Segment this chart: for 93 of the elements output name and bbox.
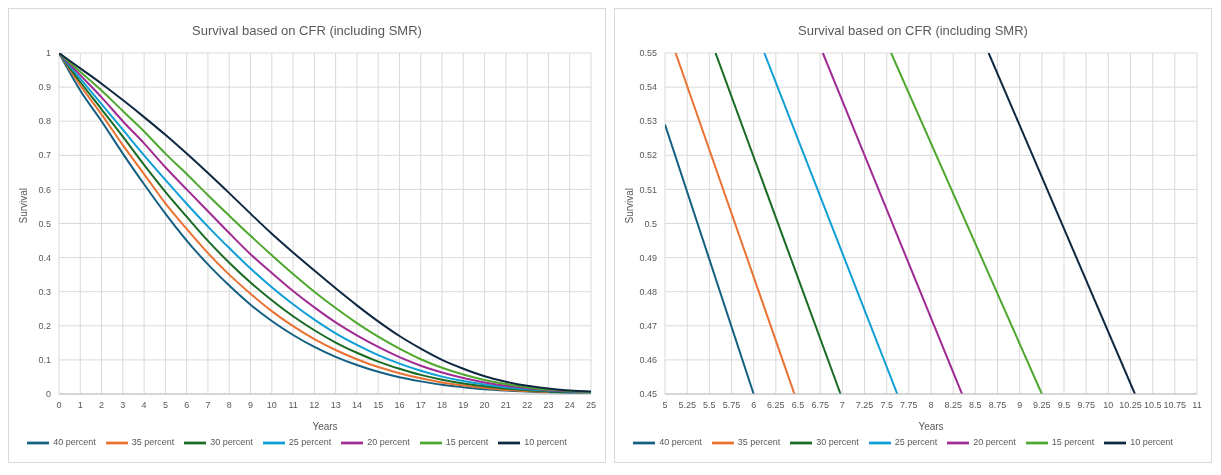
y-tick-label: 0.7 <box>38 150 51 161</box>
x-tick-label: 10.75 <box>1163 400 1187 411</box>
x-tick-label: 10 <box>266 400 277 411</box>
x-tick-label: 25 <box>585 400 597 411</box>
chart-title: Survival based on CFR (including SMR) <box>191 23 423 38</box>
y-tick-label: 0 <box>45 389 51 400</box>
y-tick-label: 0.8 <box>38 116 51 127</box>
x-tick-label: 8 <box>226 400 232 411</box>
x-tick-label: 5.25 <box>678 400 696 411</box>
x-tick-label: 5.5 <box>703 400 716 411</box>
legend-label: 25 percent <box>894 437 938 448</box>
y-tick-label: 0.45 <box>639 389 657 400</box>
y-tick-label: 0.6 <box>38 184 51 195</box>
x-tick-label: 22 <box>522 400 533 411</box>
y-axis-title: Survival <box>17 187 29 224</box>
x-tick-label: 10.5 <box>1143 400 1162 411</box>
legend-label: 15 percent <box>1051 437 1095 448</box>
x-tick-label: 19 <box>458 400 469 411</box>
x-tick-label: 8.25 <box>944 400 962 411</box>
x-tick-label: 10 <box>1103 400 1114 411</box>
x-axis-title: Years <box>918 421 944 432</box>
y-tick-label: 0.5 <box>644 218 657 229</box>
y-tick-label: 0.55 <box>639 48 657 59</box>
x-tick-label: 12 <box>309 400 320 411</box>
x-tick-label: 7 <box>839 400 845 411</box>
y-tick-label: 0.2 <box>38 320 51 331</box>
legend-label: 30 percent <box>210 437 253 448</box>
x-tick-label: 4 <box>141 400 147 411</box>
y-tick-label: 1 <box>45 48 51 59</box>
chart-title: Survival based on CFR (including SMR) <box>797 23 1029 38</box>
x-tick-label: 7 <box>205 400 211 411</box>
x-tick-label: 9 <box>248 400 254 411</box>
legend-label: 40 percent <box>53 437 96 448</box>
legend-label: 35 percent <box>737 437 781 448</box>
legend-label: 30 percent <box>816 437 859 448</box>
x-tick-label: 5.75 <box>722 400 741 411</box>
x-tick-label: 9.5 <box>1057 400 1071 411</box>
x-axis-title: Years <box>312 421 338 432</box>
x-tick-label: 20 <box>479 400 490 411</box>
x-tick-label: 9.75 <box>1077 400 1095 411</box>
y-tick-label: 0.46 <box>639 355 657 366</box>
x-tick-label: 7.75 <box>900 400 918 411</box>
x-tick-label: 7.25 <box>855 400 874 411</box>
y-tick-label: 0.5 <box>38 218 51 229</box>
y-tick-label: 0.48 <box>639 286 657 297</box>
y-tick-label: 0.9 <box>38 82 51 93</box>
x-tick-label: 3 <box>120 400 126 411</box>
x-tick-label: 17 <box>415 400 426 411</box>
y-tick-label: 0.4 <box>38 252 51 263</box>
x-tick-label: 23 <box>543 400 554 411</box>
y-tick-label: 0.47 <box>639 320 657 331</box>
legend-label: 10 percent <box>524 437 567 448</box>
legend-label: 40 percent <box>659 437 702 448</box>
x-tick-label: 15 <box>373 400 384 411</box>
x-tick-label: 13 <box>330 400 341 411</box>
legend-label: 35 percent <box>131 437 175 448</box>
x-tick-label: 18 <box>437 400 448 411</box>
y-tick-label: 0.51 <box>639 184 657 195</box>
legend-label: 15 percent <box>445 437 489 448</box>
x-tick-label: 6 <box>751 400 757 411</box>
x-tick-label: 8 <box>928 400 934 411</box>
y-tick-label: 0.53 <box>639 116 657 127</box>
x-tick-label: 5 <box>662 400 668 411</box>
x-tick-label: 24 <box>564 400 575 411</box>
x-tick-label: 6.5 <box>791 400 805 411</box>
y-tick-label: 0.49 <box>639 252 657 263</box>
y-tick-label: 0.1 <box>38 355 51 366</box>
y-tick-label: 0.52 <box>639 150 657 161</box>
x-tick-label: 2 <box>99 400 105 411</box>
x-tick-label: 10.25 <box>1119 400 1142 411</box>
x-tick-label: 5 <box>162 400 168 411</box>
legend-label: 20 percent <box>367 437 410 448</box>
x-tick-label: 11 <box>288 400 298 411</box>
x-tick-label: 0 <box>56 400 62 411</box>
y-tick-label: 0.54 <box>639 82 657 93</box>
x-tick-label: 21 <box>500 400 511 411</box>
x-tick-label: 16 <box>394 400 405 411</box>
legend-label: 10 percent <box>1130 437 1173 448</box>
y-axis-title: Survival <box>623 187 635 224</box>
x-tick-label: 11 <box>1192 400 1202 411</box>
x-tick-label: 6 <box>184 400 190 411</box>
x-tick-label: 6.25 <box>767 400 785 411</box>
x-tick-label: 14 <box>351 400 362 411</box>
legend-label: 20 percent <box>973 437 1016 448</box>
x-tick-label: 7.5 <box>880 400 893 411</box>
x-tick-label: 8.75 <box>988 400 1007 411</box>
x-tick-label: 9 <box>1017 400 1023 411</box>
x-tick-label: 9.25 <box>1033 400 1051 411</box>
legend-label: 25 percent <box>288 437 332 448</box>
y-tick-label: 0.3 <box>38 286 51 297</box>
x-tick-label: 6.75 <box>811 400 829 411</box>
x-tick-label: 8.5 <box>969 400 982 411</box>
x-tick-label: 1 <box>77 400 83 411</box>
